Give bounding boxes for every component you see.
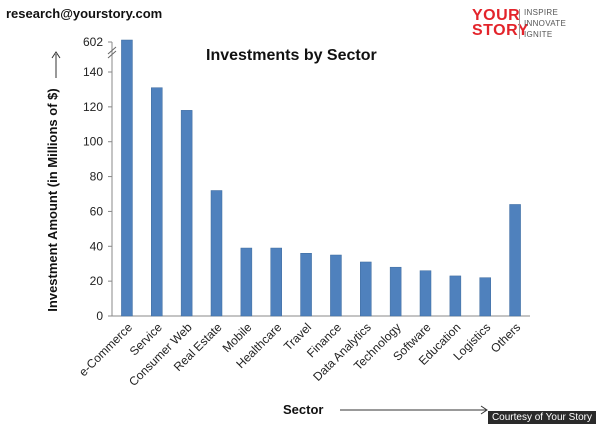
y-axis-arrow-head (51, 51, 61, 59)
logo-tagline-innovate: INNOVATE (524, 19, 567, 28)
logo-tagline-inspire: INSPIRE (524, 8, 559, 17)
x-axis-label: Sector (283, 402, 323, 417)
bar-real-estate (210, 190, 223, 317)
logo-divider (519, 9, 520, 39)
bar-logistics (479, 277, 491, 317)
y-tick-label: 0 (96, 309, 103, 323)
y-tick-label: 40 (90, 239, 104, 253)
y-tick-label: 80 (90, 170, 104, 184)
logo-wordmark: YOUR STORY (472, 7, 529, 39)
bar-travel (300, 253, 312, 317)
logo-brand-line1: YOUR (472, 7, 521, 24)
x-axis-arrow-head (480, 405, 488, 415)
bar-data-analytics (360, 261, 372, 317)
bar-healthcare (270, 247, 282, 317)
logo-brand-line2: STORY (472, 22, 529, 39)
bar-technology (389, 266, 402, 317)
footer-credit: Courtesy of Your Story (487, 411, 596, 424)
y-tick-label: 100 (83, 135, 103, 149)
y-axis-label: Investment Amount (in Millions of $) (45, 88, 60, 311)
bar-education (449, 275, 462, 317)
logo-tagline-ignite: IGNITE (524, 30, 553, 39)
bar-consumer-web (180, 110, 193, 317)
axis-break-marker (107, 50, 117, 59)
bar-service (151, 87, 163, 317)
axis-break-marker (107, 46, 117, 55)
bar-others (509, 204, 521, 317)
y-tick-label: 60 (90, 204, 104, 218)
y-tick-label: 20 (90, 274, 104, 288)
bar-software (419, 270, 432, 317)
y-tick-label: 120 (83, 100, 103, 114)
bar-e-commerce (121, 39, 133, 317)
contact-email: research@yourstory.com (6, 6, 163, 21)
y-tick-label: 140 (83, 65, 103, 79)
y-tick-label: 602 (83, 35, 103, 49)
bar-mobile (240, 247, 253, 317)
yourstory-logo: YOUR STORY INSPIRE INNOVATE IGNITE (472, 8, 592, 42)
x-tick-label: Others (488, 320, 523, 355)
chart-title: Investments by Sector (206, 47, 377, 64)
bar-finance (330, 254, 342, 317)
